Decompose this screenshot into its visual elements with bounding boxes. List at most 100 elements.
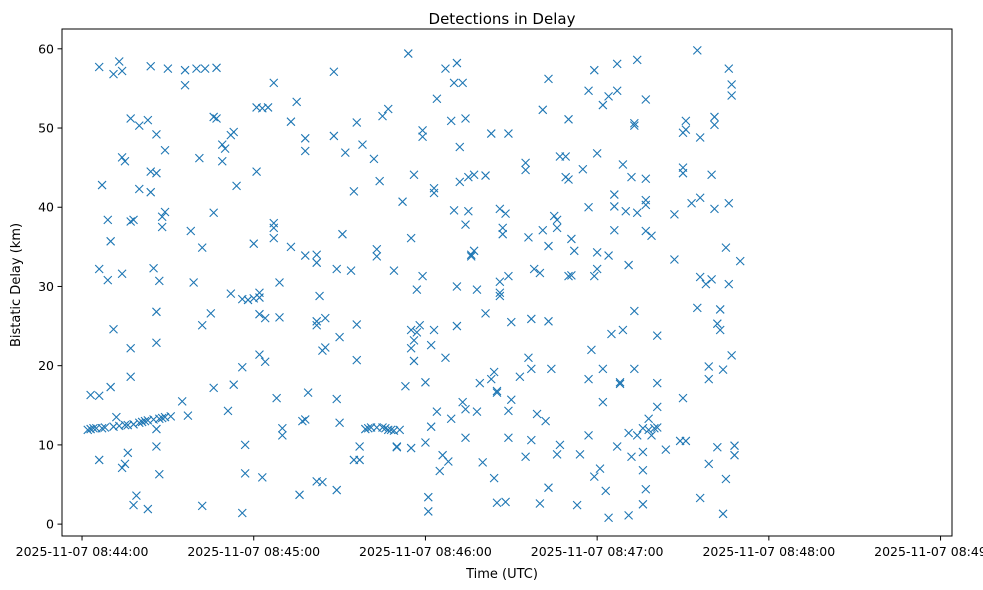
data-point-79: [197, 243, 207, 253]
data-point-307: [592, 148, 602, 158]
data-point-325: [615, 379, 625, 389]
data-point-375: [695, 133, 705, 142]
data-point-311: [598, 100, 608, 110]
x-tick-label-2: 2025-11-07 08:46:00: [359, 544, 492, 559]
data-point-35: [129, 419, 138, 429]
data-point-74: [189, 278, 199, 287]
data-point-162: [360, 424, 370, 434]
data-point-102: [249, 239, 259, 249]
data-point-11: [100, 423, 110, 432]
data-point-167: [372, 244, 382, 254]
data-point-262: [521, 452, 530, 462]
data-point-32: [126, 343, 136, 353]
data-point-131: [300, 146, 310, 156]
data-point-342: [638, 499, 648, 509]
x-axis-ticks: 2025-11-07 08:44:00 2025-11-07 08:45:00 20…: [16, 536, 983, 559]
data-point-42: [137, 417, 147, 427]
data-point-72: [183, 411, 193, 420]
data-point-360: [652, 402, 662, 412]
data-point-403: [730, 450, 739, 460]
data-point-154: [349, 187, 359, 196]
y-tick-label-1: 10: [38, 437, 54, 452]
data-point-242: [489, 473, 499, 483]
data-point-104: [252, 167, 261, 176]
data-point-301: [584, 374, 593, 384]
data-point-227: [461, 433, 470, 443]
x-axis-label: Time (UTC): [465, 567, 538, 582]
data-point-358: [652, 331, 662, 340]
data-point-352: [644, 425, 654, 435]
data-point-193: [415, 320, 425, 330]
data-point-73: [186, 226, 196, 236]
data-point-173: [383, 104, 393, 114]
data-point-370: [681, 116, 691, 126]
data-point-371: [681, 436, 691, 446]
data-point-77: [197, 501, 207, 511]
data-point-303: [587, 345, 596, 355]
data-point-134: [312, 258, 322, 268]
data-point-281: [546, 364, 556, 374]
data-point-67: [163, 64, 173, 73]
data-point-114: [263, 103, 273, 112]
data-point-40: [134, 418, 144, 428]
data-point-237: [478, 457, 488, 467]
data-point-383: [707, 170, 717, 180]
data-point-208: [435, 466, 445, 476]
data-point-214: [446, 116, 456, 126]
data-point-396: [724, 198, 734, 208]
data-point-285: [552, 215, 562, 225]
data-point-117: [269, 223, 279, 233]
data-point-87: [217, 156, 227, 166]
data-point-326: [615, 377, 625, 387]
data-point-43: [140, 416, 150, 426]
data-point-268: [526, 314, 536, 324]
data-point-294: [567, 234, 576, 244]
data-point-397: [724, 64, 734, 73]
data-point-317: [604, 91, 613, 101]
data-point-238: [481, 171, 490, 180]
data-point-139: [315, 291, 324, 301]
data-point-254: [501, 497, 510, 507]
data-point-63: [157, 212, 167, 222]
data-point-49: [146, 167, 156, 176]
data-point-0: [83, 425, 93, 435]
data-point-278: [544, 241, 553, 251]
data-point-1: [86, 390, 96, 400]
x-tick-label-1: 2025-11-07 08:45:00: [187, 544, 320, 559]
data-point-298: [578, 164, 588, 174]
data-point-359: [652, 378, 662, 388]
data-point-376: [695, 193, 705, 203]
data-point-126: [292, 97, 302, 107]
data-point-129: [300, 415, 310, 424]
data-point-247: [495, 288, 505, 298]
data-point-96: [237, 362, 247, 372]
y-tick-label-5: 50: [38, 121, 54, 136]
data-point-175: [386, 425, 396, 435]
data-point-340: [632, 431, 642, 440]
data-point-279: [544, 316, 553, 326]
data-point-82: [209, 208, 219, 218]
data-point-115: [269, 78, 279, 88]
data-point-276: [541, 416, 551, 426]
data-point-302: [584, 431, 593, 440]
data-point-136: [312, 316, 322, 326]
data-point-99: [240, 440, 250, 450]
data-point-160: [355, 442, 365, 451]
data-point-62: [157, 222, 167, 232]
data-point-221: [455, 142, 465, 152]
data-point-203: [429, 325, 439, 335]
data-point-66: [160, 207, 170, 217]
data-point-120: [275, 278, 284, 287]
data-point-330: [624, 260, 634, 270]
data-point-88: [217, 140, 227, 150]
data-point-328: [618, 160, 628, 169]
data-point-401: [727, 350, 737, 360]
data-point-347: [641, 195, 651, 205]
data-point-404: [735, 256, 745, 266]
data-point-118: [269, 233, 279, 243]
data-point-363: [670, 255, 679, 264]
data-point-80: [200, 64, 210, 73]
data-point-324: [612, 442, 622, 451]
data-point-231: [466, 251, 476, 261]
x-tick-label-3: 2025-11-07 08:47:00: [531, 544, 664, 559]
